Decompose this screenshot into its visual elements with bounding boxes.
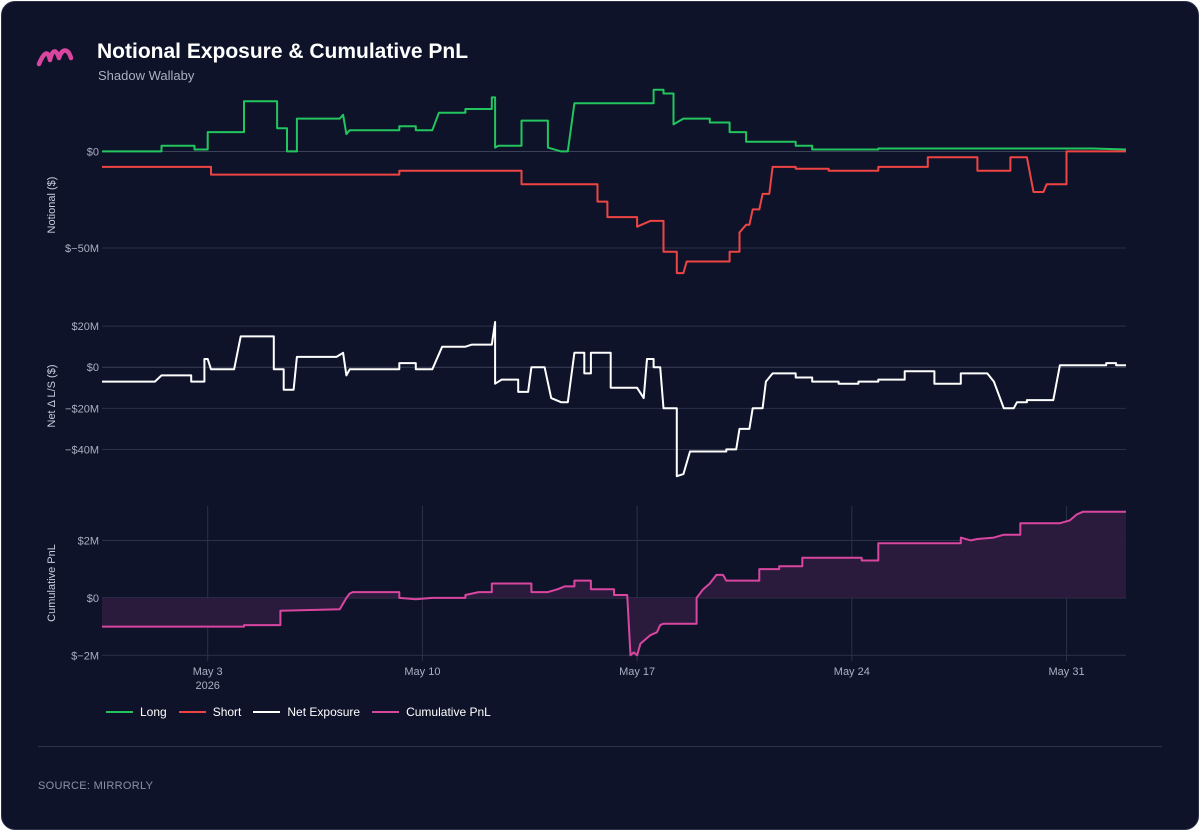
legend-swatch-pnl <box>372 711 400 713</box>
series-line-long <box>102 88 1127 153</box>
mirrorly-logo-icon <box>36 48 74 67</box>
legend-item-long[interactable]: Long <box>106 705 167 719</box>
x-tick-label: May 10 <box>404 666 440 678</box>
y-tick-label: $−50M <box>65 243 99 255</box>
y-tick-label: −$40M <box>65 444 99 456</box>
y-tick-label: −$20M <box>65 403 99 415</box>
y-axis-title: Notional ($) <box>46 177 58 234</box>
legend: Long Short Net Exposure Cumulative PnL <box>106 705 491 719</box>
x-tick-label: May 31 <box>1049 666 1085 678</box>
x-tick-label: May 3 <box>193 666 223 678</box>
x-tick-label: May 24 <box>834 666 870 678</box>
legend-label-net: Net Exposure <box>287 705 361 719</box>
y-axis-title: Net Δ L/S ($) <box>46 365 58 428</box>
legend-label-pnl: Cumulative PnL <box>406 705 491 719</box>
chart-title: Notional Exposure & Cumulative PnL <box>97 40 469 63</box>
x-tick-sublabel: 2026 <box>195 680 219 692</box>
charts-svg: $0 $−50M Notional ($) $20M $0 −$20M −$40M Net Δ… <box>46 88 1127 692</box>
legend-label-long: Long <box>140 705 167 719</box>
y-tick-label: $0 <box>87 362 99 374</box>
legend-item-short[interactable]: Short <box>178 705 242 719</box>
y-axis-title: Cumulative PnL <box>46 544 58 622</box>
series-line-short <box>102 150 1126 275</box>
series-area-pnl <box>102 511 1126 656</box>
y-tick-label: $0 <box>87 593 99 605</box>
series-line-pnl <box>102 510 1126 657</box>
y-tick-label: $20M <box>71 321 99 333</box>
legend-swatch-long <box>106 711 133 713</box>
footer-divider <box>38 746 1162 747</box>
x-tick-label: May 17 <box>619 666 655 678</box>
legend-swatch-net <box>253 711 281 713</box>
y-tick-label: $−2M <box>71 650 99 662</box>
y-tick-label: $0 <box>87 146 99 158</box>
legend-item-pnl[interactable]: Cumulative PnL <box>372 705 491 719</box>
legend-swatch-short <box>178 711 206 713</box>
y-tick-label: $2M <box>78 535 99 547</box>
series-line-net <box>102 321 1126 478</box>
chart-subtitle: Shadow Wallaby <box>98 68 195 83</box>
legend-label-short: Short <box>212 705 242 719</box>
source-label: SOURCE: MIRRORLY <box>38 780 154 792</box>
legend-item-net[interactable]: Net Exposure <box>253 705 360 719</box>
